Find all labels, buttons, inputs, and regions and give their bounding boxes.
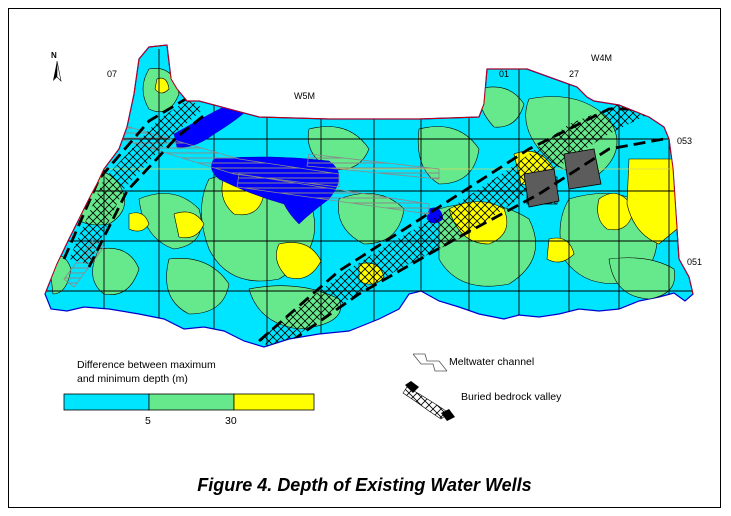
meltwater-channels [63,123,440,288]
range-w4m-label: W4M [591,53,612,63]
range-27-label: 27 [569,69,580,79]
map-area [44,44,694,421]
legend-title-line1: Difference between maximum [77,359,216,371]
depth-legend-bar [63,393,315,411]
range-07-label: 07 [107,69,118,79]
figure-frame: N 07 W5M 01 27 W4M 053 051 Difference be… [8,8,721,508]
township-053-label: 053 [677,136,693,146]
township-051-label: 051 [687,257,703,267]
legend-meltwater-label: Meltwater channel [449,356,535,368]
study-boundary [44,44,694,295]
meltwater-legend-icon [412,353,448,372]
bedrock-valleys [69,99,649,347]
legend-bedrock-label: Buried bedrock valley [461,391,562,403]
figure-title: Figure 4. Depth of Existing Water Wells [197,475,532,495]
legend-class-mid [148,393,235,411]
range-01-label: 01 [499,69,510,79]
bedrock-legend-icon [402,381,455,421]
north-arrow-icon [53,60,62,82]
range-w5m-label: W5M [294,91,315,101]
bedrock-valley-outline [62,95,665,347]
legend-title-line2: and minimum depth (m) [77,373,188,385]
legend-class-high [233,393,315,411]
north-label: N [51,51,57,60]
legend-tick-30: 30 [225,415,237,427]
legend-tick-5: 5 [145,415,151,427]
legend-class-low [63,393,150,411]
